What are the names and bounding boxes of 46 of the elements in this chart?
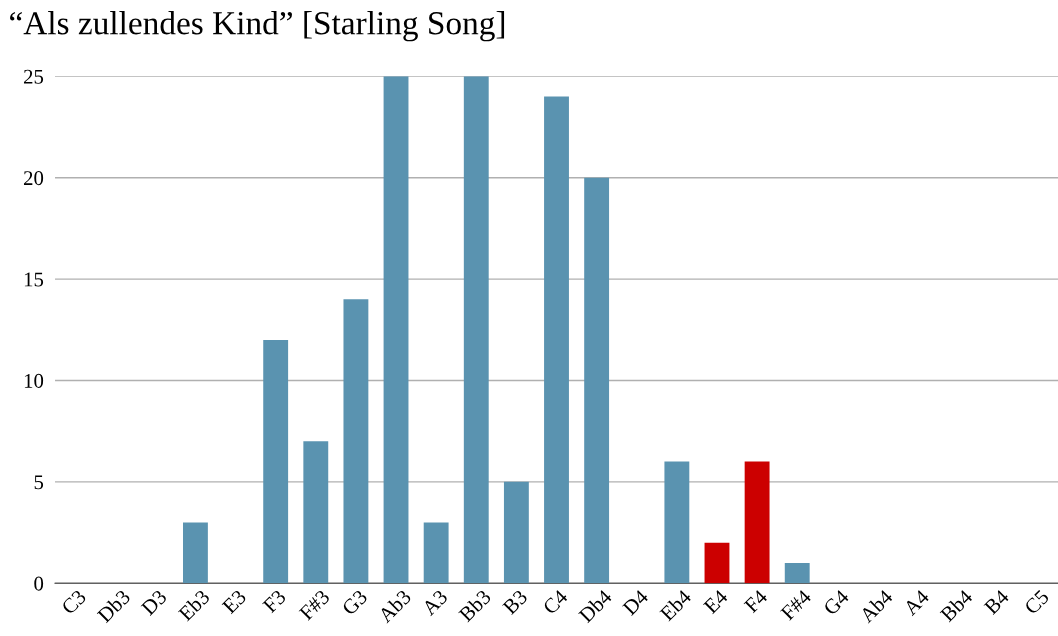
bar [463,76,489,584]
x-tick-label: Bb3 [457,588,492,623]
bar [503,481,529,584]
bar [383,76,409,584]
bar [664,461,690,584]
x-tick-label: C4 [542,588,569,616]
chart-title: “Als zullendes Kind” [Starling Song] [10,11,505,42]
x-tick-label: C5 [1023,589,1050,616]
y-tick-label: 10 [24,373,44,388]
x-tick-label: F4 [743,588,769,614]
bar [784,562,810,584]
x-tick-label: Eb4 [658,588,693,622]
bar [263,339,289,584]
x-tick-label: Eb3 [177,588,211,622]
bar [704,542,730,584]
bar [544,96,569,584]
bar [303,441,329,584]
x-tick-label: B3 [502,589,529,616]
x-tick-label: Ab4 [858,588,894,624]
y-tick-label: 0 [34,576,44,591]
x-tick-label: Ab3 [376,588,412,624]
x-tick-label: C3 [60,589,87,616]
x-tick-label: A4 [902,588,930,617]
x-tick-label: B4 [983,588,1010,616]
bar [423,522,449,584]
x-tick-label: D4 [622,588,650,616]
x-tick-label: A3 [421,589,449,617]
x-tick-label: Db3 [96,588,131,624]
x-tick-label: E4 [703,588,729,615]
x-tick-label: F3 [262,589,287,614]
x-tick-label: G3 [341,589,369,616]
x-tick-label: G4 [822,588,850,616]
bar [584,177,610,584]
x-tick-label: F#3 [298,589,331,621]
y-tick-label: 15 [24,272,44,287]
x-tick-label: D3 [140,589,168,617]
bar [343,299,369,584]
x-tick-label: Bb4 [939,588,974,623]
bar [744,461,770,584]
bar [183,522,208,584]
x-tick-label: E3 [221,589,247,615]
y-tick-label: 5 [34,475,44,490]
y-tick-label: 20 [23,171,44,186]
x-tick-label: Db4 [577,588,613,624]
y-tick-label: 25 [23,69,44,84]
x-tick-label: F#4 [780,588,812,621]
